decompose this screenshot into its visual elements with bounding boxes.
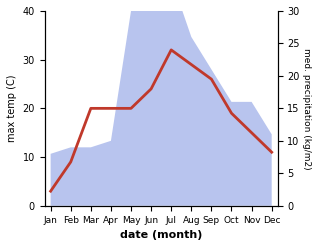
Y-axis label: max temp (C): max temp (C) (7, 75, 17, 142)
X-axis label: date (month): date (month) (120, 230, 202, 240)
Y-axis label: med. precipitation (kg/m2): med. precipitation (kg/m2) (302, 48, 311, 169)
